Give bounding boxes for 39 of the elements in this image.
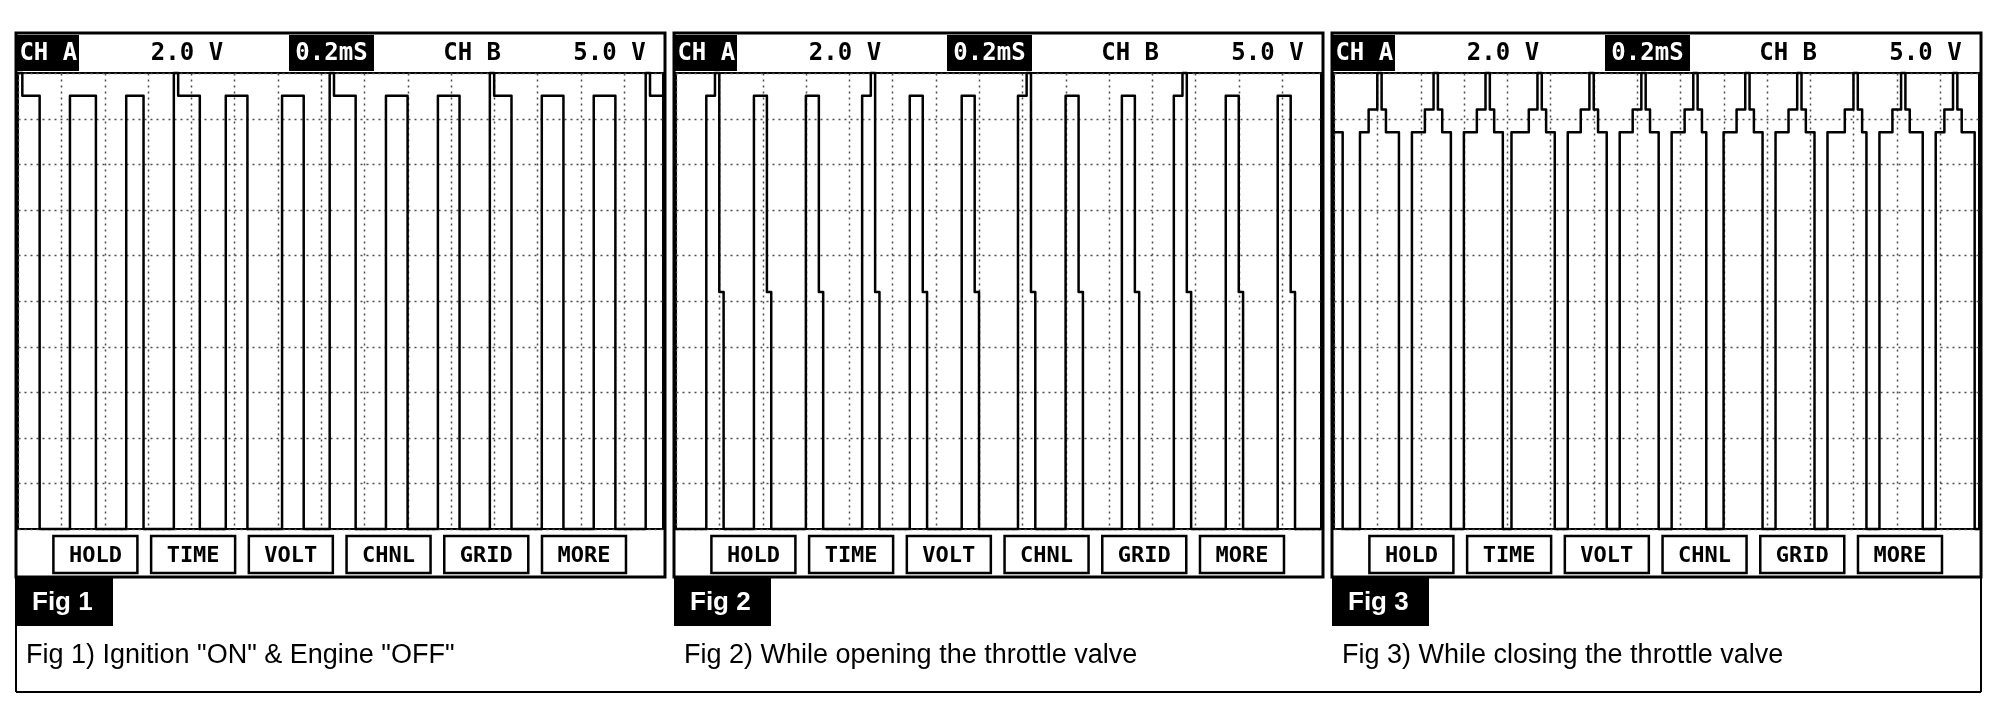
text: GRID bbox=[1775, 542, 1829, 567]
text: CH B bbox=[1101, 38, 1159, 66]
text: CH A bbox=[677, 38, 736, 66]
text: CH A bbox=[19, 38, 78, 66]
text: CH A bbox=[1335, 38, 1394, 66]
text: Fig 2 bbox=[690, 586, 751, 616]
text: 5.0 V bbox=[1231, 38, 1304, 66]
text: Fig 2) While opening the throttle valve bbox=[684, 639, 1138, 669]
text: VOLT bbox=[1580, 542, 1634, 567]
text: CHNL bbox=[1678, 542, 1732, 567]
text: VOLT bbox=[264, 542, 318, 567]
text: 2.0 V bbox=[808, 38, 882, 66]
text: Fig 3) While closing the throttle valve bbox=[1342, 639, 1784, 669]
text: TIME bbox=[824, 542, 878, 567]
text: 5.0 V bbox=[1889, 38, 1962, 66]
text: GRID bbox=[459, 542, 513, 567]
text: MORE bbox=[557, 542, 611, 567]
text: 2.0 V bbox=[1466, 38, 1540, 66]
text: 5.0 V bbox=[573, 38, 646, 66]
text: Fig 3 bbox=[1348, 586, 1409, 616]
text: 0.2mS bbox=[1611, 38, 1684, 66]
text: TIME bbox=[166, 542, 220, 567]
text: 0.2mS bbox=[295, 38, 368, 66]
text: VOLT bbox=[922, 542, 976, 567]
text: HOLD bbox=[68, 542, 122, 567]
text: CHNL bbox=[1020, 542, 1074, 567]
text: HOLD bbox=[1384, 542, 1438, 567]
text: GRID bbox=[1117, 542, 1171, 567]
text: 0.2mS bbox=[953, 38, 1026, 66]
text: TIME bbox=[1482, 542, 1536, 567]
text: 2.0 V bbox=[150, 38, 224, 66]
text: HOLD bbox=[726, 542, 780, 567]
text: CH B bbox=[1759, 38, 1817, 66]
text: Fig 1) Ignition "ON" & Engine "OFF" bbox=[26, 639, 455, 669]
text: CH B bbox=[443, 38, 501, 66]
text: Fig 1 bbox=[32, 586, 93, 616]
text: MORE bbox=[1215, 542, 1269, 567]
text: MORE bbox=[1873, 542, 1927, 567]
text: CHNL bbox=[362, 542, 416, 567]
